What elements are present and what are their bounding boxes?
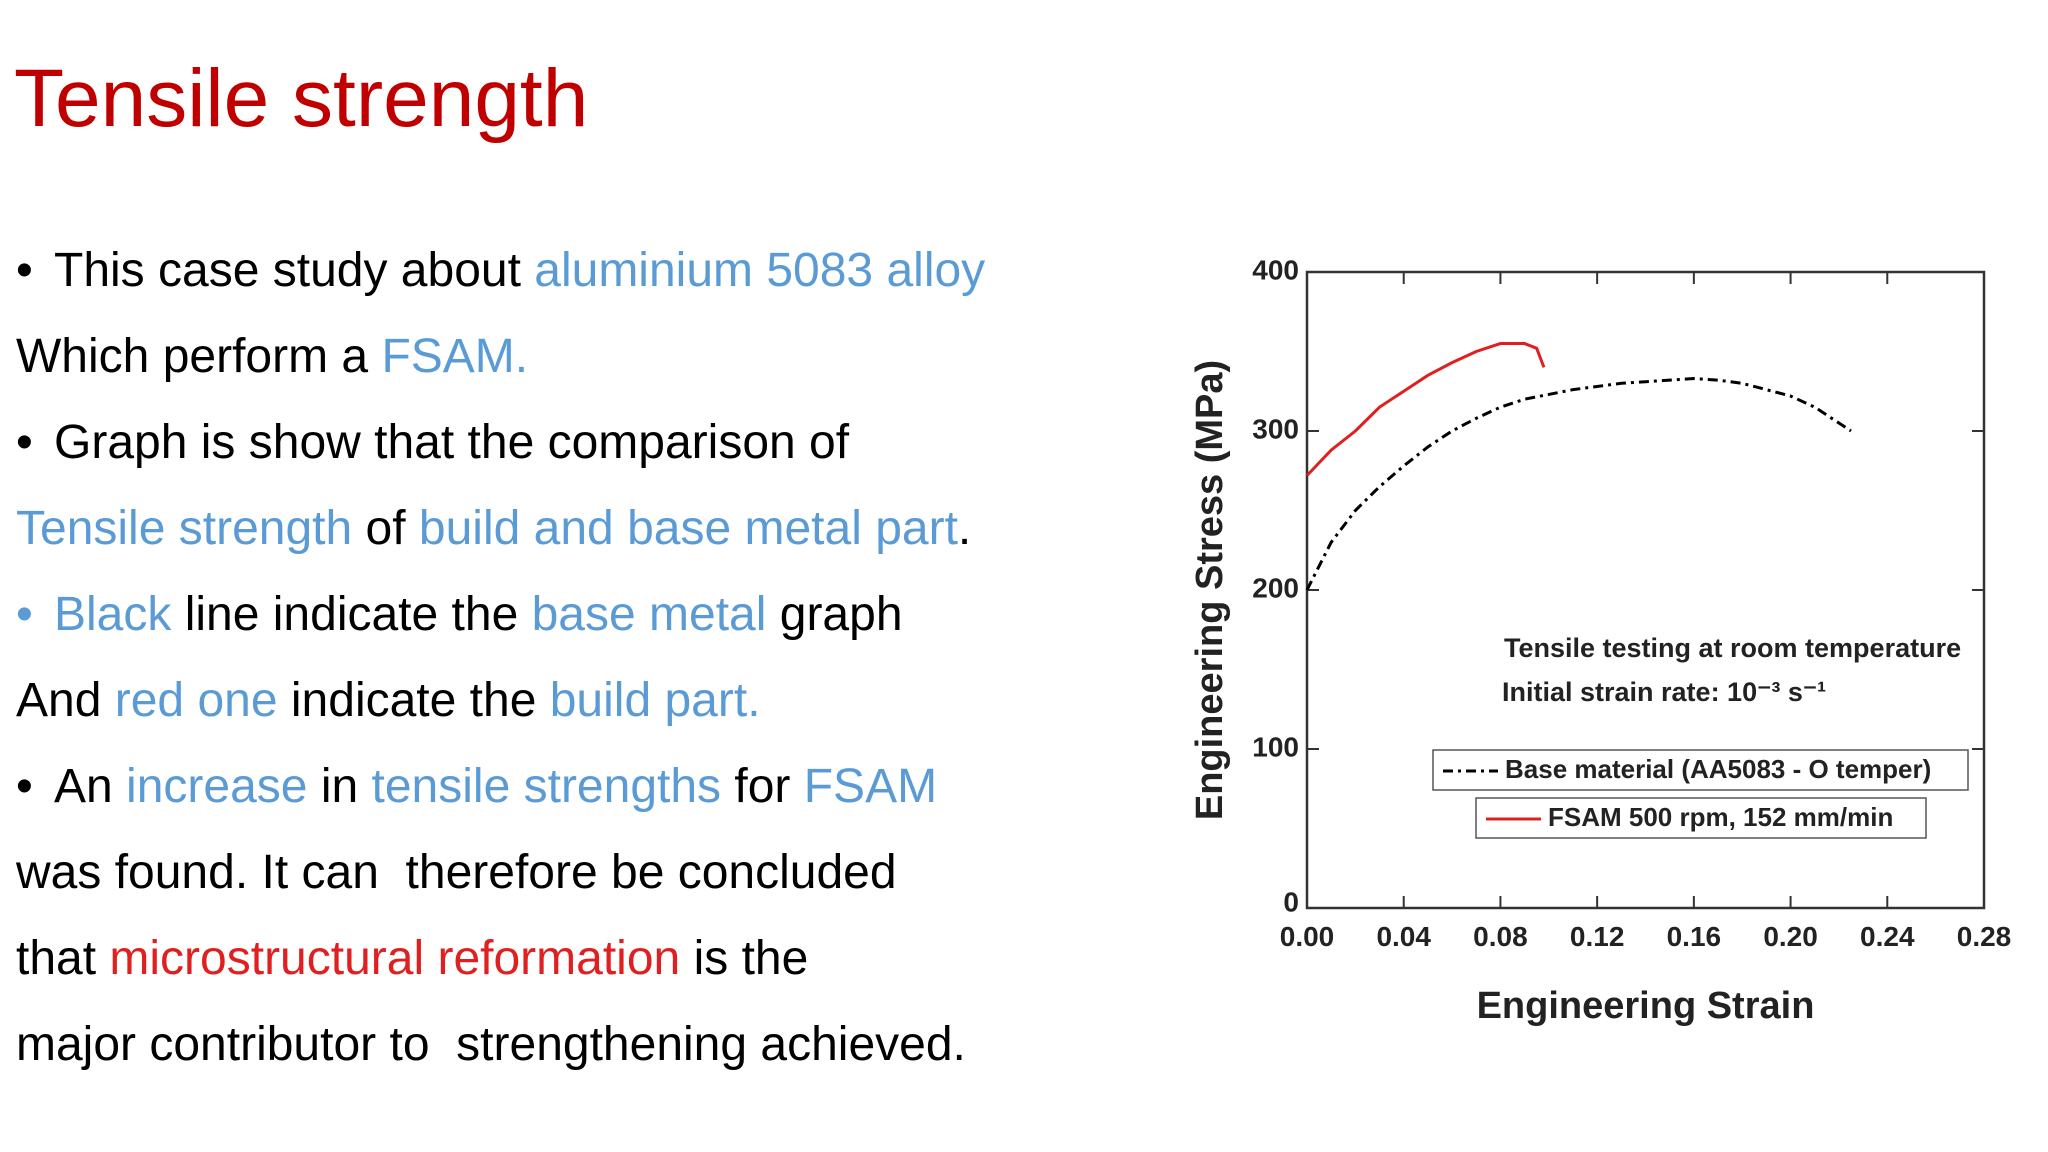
text-line: that microstructural reformation is the [16,916,985,1002]
x-tick-label: 0.04 [1376,921,1431,952]
text-segment: An [54,760,127,813]
x-tick-label: 0.24 [1860,921,1915,952]
text-segment: Graph is show that the comparison of [54,416,850,469]
data-line [1305,377,1852,591]
text-line: • An increase in tensile strengths for FS… [16,744,985,830]
annotation: Tensile testing at room temperature [1504,633,1961,663]
slide-title: Tensile strength [14,53,589,144]
data-line [1305,342,1546,477]
legend-label: FSAM 500 rpm, 152 mm/min [1548,802,1893,832]
y-tick-label: 0 [1283,886,1299,917]
text-segment: FSAM [803,760,938,813]
legend-box [1432,749,1969,791]
text-segment: Black [54,588,172,641]
x-tick-label: 0.28 [1957,921,2012,952]
x-tick-label: 0.20 [1763,921,1818,952]
text-segment: Tensile strength [16,502,353,555]
text-line: • This case study about aluminium 5083 al… [16,228,985,314]
text-segment: . [957,502,972,555]
text-segment: FSAM. [381,330,529,383]
y-tick-label: 400 [1252,254,1299,285]
text-segment: base metal [531,588,767,641]
text-segment: indicate the [277,674,550,727]
y-axis-label: Engineering Stress (MPa) [1189,360,1231,820]
text-segment: graph [766,588,903,641]
text-segment: for [721,760,804,813]
text-segment: increase [126,760,308,813]
text-segment: of [352,502,419,555]
text-segment: This case study about [54,244,535,297]
text-segment: line indicate the [171,588,532,641]
x-axis-label: Engineering Strain [1477,985,1815,1027]
text-segment: build and base metal part [418,502,958,555]
text-line: And red one indicate the build part. [16,658,985,744]
text-line: • Black line indicate the base metal grap… [16,572,985,658]
text-segment: And [16,674,115,727]
bullet: • [16,588,33,641]
text-segment: in [307,760,372,813]
text-segment: is the [680,932,809,985]
bullet: • [16,760,33,813]
text-segment: red one [114,674,278,727]
text-segment: build part. [549,674,761,727]
text-segment: aluminium 5083 alloy [534,244,986,297]
legend-box [1475,797,1927,839]
x-tick-label: 0.16 [1667,921,1722,952]
legend-label: Base material (AA5083 - O temper) [1505,754,1931,784]
y-tick-label: 200 [1252,572,1299,603]
bullet-text: • This case study about aluminium 5083 al… [16,228,985,1088]
annotation: Initial strain rate: 10⁻³ s⁻¹ [1502,677,1826,707]
y-tick-label: 300 [1252,413,1299,444]
bullet: • [16,416,33,469]
y-tick-label: 100 [1252,731,1299,762]
text-segment: was found. It can therefore be concluded [16,846,897,899]
text-segment: tensile strengths [371,760,722,813]
x-tick-label: 0.08 [1473,921,1528,952]
text-segment: Which perform a [16,330,382,383]
text-line: major contributor to strengthening achie… [16,1002,985,1088]
text-segment: microstructural reformation [109,932,681,985]
text-line: Which perform a FSAM. [16,314,985,400]
text-line: was found. It can therefore be concluded [16,830,985,916]
x-tick-label: 0.00 [1280,921,1335,952]
text-line: • Graph is show that the comparison of [16,400,985,486]
text-segment: that [16,932,110,985]
bullet: • [16,244,33,297]
x-tick-label: 0.12 [1570,921,1625,952]
text-line: Tensile strength of build and base metal… [16,486,985,572]
text-segment: major contributor to strengthening achie… [16,1018,966,1071]
